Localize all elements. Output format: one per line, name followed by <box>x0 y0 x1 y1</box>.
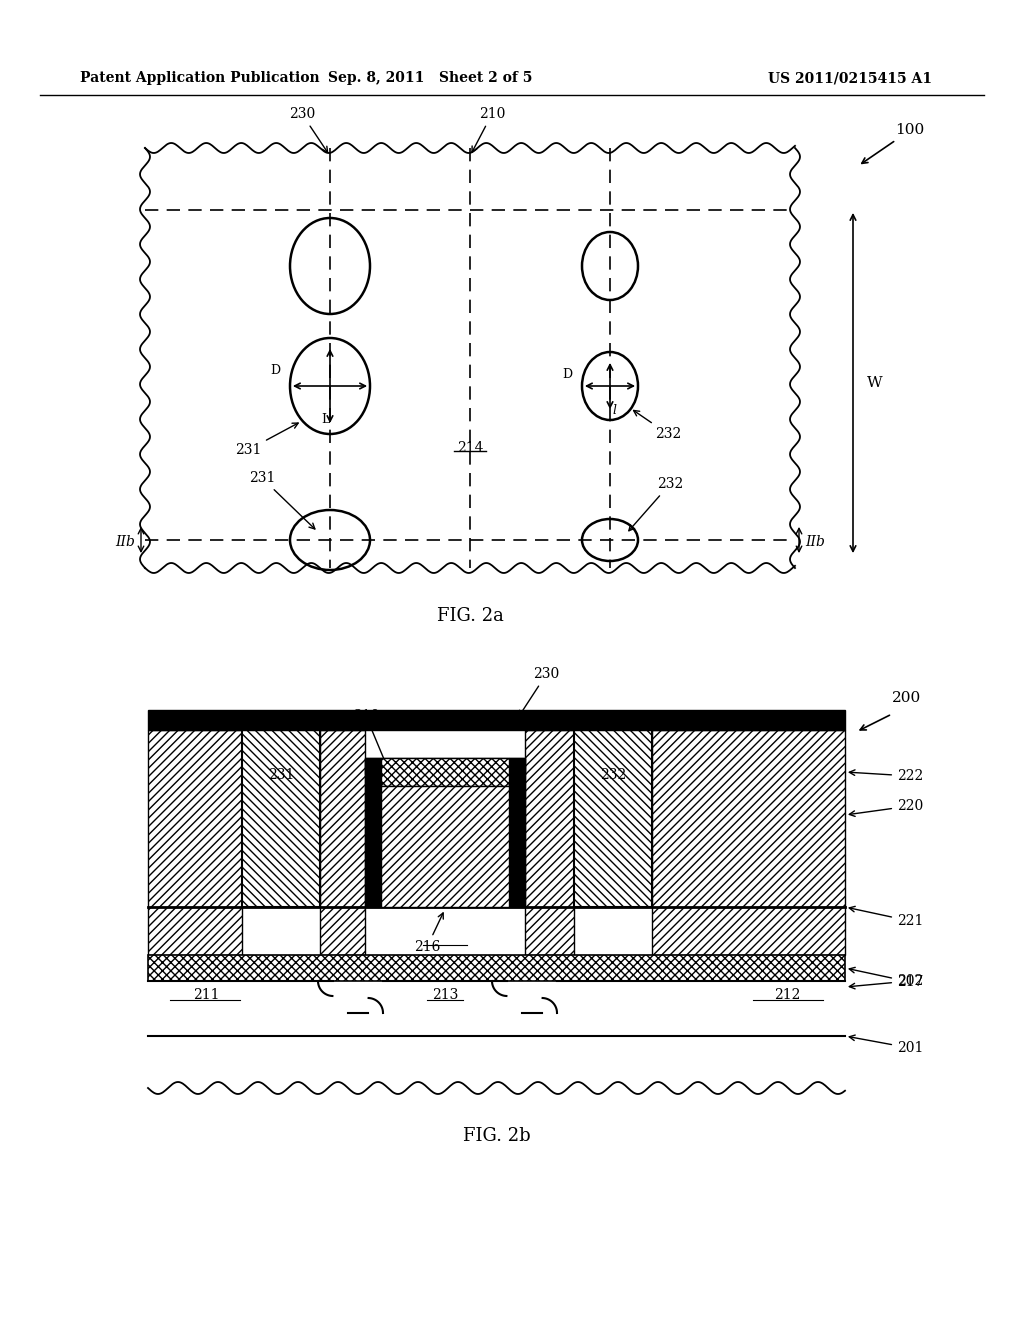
Text: FIG. 2a: FIG. 2a <box>436 607 504 624</box>
Bar <box>242 730 319 907</box>
Bar <box>148 710 845 730</box>
Bar <box>365 758 381 907</box>
Text: 231: 231 <box>249 471 315 529</box>
Text: 231: 231 <box>268 768 294 781</box>
Text: FIG. 2b: FIG. 2b <box>463 1127 530 1144</box>
Text: 202: 202 <box>849 974 924 989</box>
Text: 217: 217 <box>849 968 924 989</box>
Text: 210: 210 <box>472 107 505 152</box>
Text: Sep. 8, 2011   Sheet 2 of 5: Sep. 8, 2011 Sheet 2 of 5 <box>328 71 532 84</box>
Text: 214: 214 <box>457 441 483 455</box>
Text: 213: 213 <box>432 987 458 1002</box>
Bar <box>319 730 365 954</box>
Text: IIb: IIb <box>805 535 825 549</box>
Text: W: W <box>867 376 883 389</box>
Text: Patent Application Publication: Patent Application Publication <box>80 71 319 84</box>
Bar <box>574 730 652 907</box>
Bar <box>381 758 509 785</box>
Text: 216: 216 <box>414 913 443 954</box>
Text: 230: 230 <box>289 107 328 152</box>
Text: 230: 230 <box>519 667 560 717</box>
Text: 212: 212 <box>774 987 800 1002</box>
Text: 232: 232 <box>634 411 681 441</box>
Bar <box>365 758 525 774</box>
Text: 100: 100 <box>895 123 925 137</box>
Text: 232: 232 <box>600 768 626 781</box>
Bar <box>509 758 525 907</box>
Text: IIb: IIb <box>115 535 135 549</box>
Text: 231: 231 <box>234 422 298 457</box>
Text: 214: 214 <box>432 807 459 821</box>
Text: 220: 220 <box>849 799 924 816</box>
Text: l: l <box>612 404 616 417</box>
Text: 215: 215 <box>432 851 458 865</box>
Text: 200: 200 <box>892 690 922 705</box>
Text: 201: 201 <box>849 1035 924 1055</box>
Text: L: L <box>321 413 329 426</box>
Text: 221: 221 <box>849 907 924 928</box>
Text: D: D <box>562 367 572 380</box>
Bar <box>652 730 845 954</box>
Bar <box>148 730 242 954</box>
Text: 222: 222 <box>849 770 924 783</box>
Text: 211: 211 <box>193 987 219 1002</box>
Text: D: D <box>270 363 280 376</box>
Bar <box>525 730 574 954</box>
Text: US 2011/0215415 A1: US 2011/0215415 A1 <box>768 71 932 84</box>
Bar <box>148 954 845 981</box>
Text: 232: 232 <box>629 477 683 531</box>
Bar <box>381 785 509 907</box>
Text: 210: 210 <box>353 709 390 772</box>
